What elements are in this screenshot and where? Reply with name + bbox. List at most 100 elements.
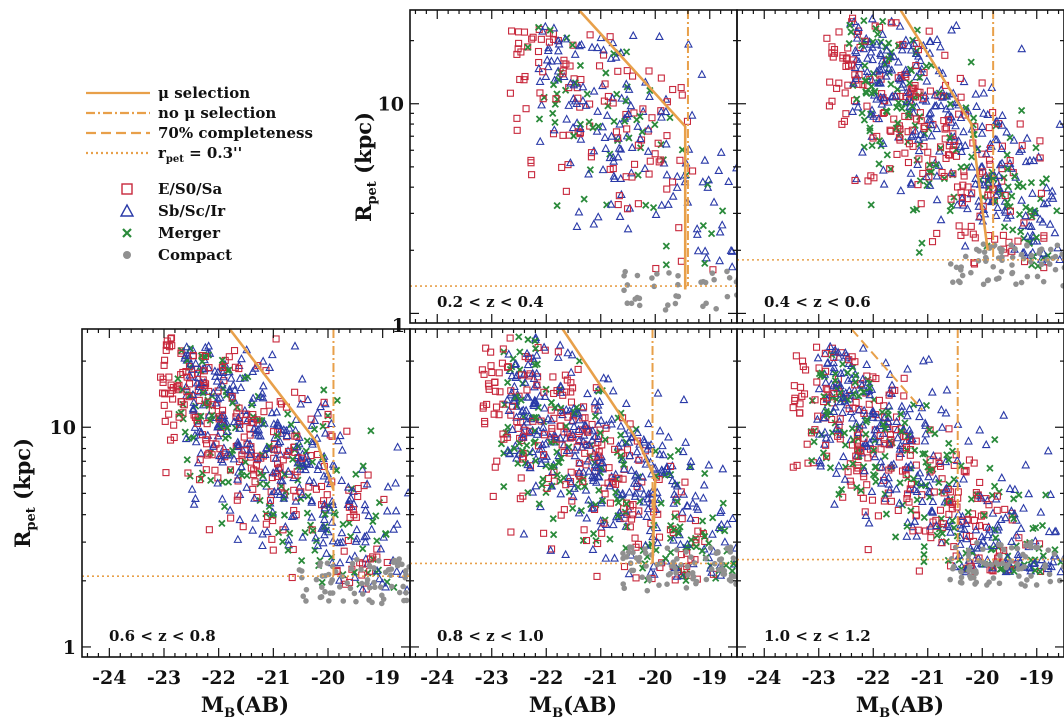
point-sb-sc-ir [672,182,682,191]
point-sb-sc-ir [307,495,317,505]
point-compact [347,585,354,592]
point-sb-sc-ir [942,520,952,529]
point-e-s0-sa [288,573,296,582]
point-merger [948,447,957,455]
point-sb-sc-ir [273,438,283,447]
point-sb-sc-ir [592,42,602,52]
point-sb-sc-ir [921,429,931,438]
point-sb-sc-ir [716,147,726,156]
point-compact [678,562,684,568]
point-e-s0-sa [189,351,197,359]
point-e-s0-sa [218,406,227,414]
point-sb-sc-ir [728,513,737,523]
point-e-s0-sa [343,427,351,435]
point-sb-sc-ir [836,368,846,377]
point-sb-sc-ir [1019,503,1028,512]
point-sb-sc-ir [230,385,240,394]
point-sb-sc-ir [616,173,626,183]
point-sb-sc-ir [188,389,198,399]
point-sb-sc-ir [842,400,852,409]
point-merger [218,356,226,364]
point-sb-sc-ir [898,40,908,50]
point-e-s0-sa [308,526,316,534]
point-compact [965,547,972,554]
point-sb-sc-ir [881,71,891,80]
point-e-s0-sa [614,67,622,75]
point-compact [997,552,1003,559]
point-e-s0-sa [587,153,595,161]
point-e-s0-sa [560,506,568,514]
point-merger [224,478,233,486]
point-sb-sc-ir [192,378,202,387]
point-e-s0-sa [945,116,953,124]
point-compact [1027,539,1034,546]
point-sb-sc-ir [668,191,678,200]
point-e-s0-sa [853,467,861,475]
point-sb-sc-ir [508,424,517,433]
point-compact [664,545,671,551]
point-e-s0-sa [253,493,261,502]
point-e-s0-sa [879,109,887,117]
point-sb-sc-ir [893,57,903,66]
point-e-s0-sa [646,157,654,165]
point-merger [601,436,609,444]
point-e-s0-sa [358,571,366,579]
point-sb-sc-ir [727,246,737,255]
point-e-s0-sa [273,472,282,481]
point-sb-sc-ir [590,472,600,481]
point-e-s0-sa [366,555,375,563]
point-sb-sc-ir [218,367,228,377]
point-sb-sc-ir [942,91,952,100]
point-sb-sc-ir [639,497,649,506]
point-e-s0-sa [657,74,665,82]
point-e-s0-sa [200,367,208,375]
point-sb-sc-ir [1005,210,1015,219]
point-merger [661,554,670,563]
point-sb-sc-ir [820,427,830,436]
point-compact [712,560,718,567]
point-e-s0-sa [971,234,979,242]
point-merger [851,378,859,387]
point-merger [909,36,917,44]
point-compact [662,307,669,313]
point-compact [703,555,709,562]
point-sb-sc-ir [611,52,621,61]
point-e-s0-sa [533,381,541,389]
point-merger [879,420,887,429]
legend-line-dashdot: no μ selection [86,104,276,122]
point-sb-sc-ir [574,467,584,476]
point-e-s0-sa [926,426,934,434]
point-sb-sc-ir [718,464,728,473]
point-merger [287,420,295,429]
point-e-s0-sa [993,506,1001,514]
point-compact [980,241,987,247]
point-compact [340,598,347,604]
point-e-s0-sa [493,457,501,465]
point-sb-sc-ir [258,540,267,550]
point-merger [1015,210,1024,219]
point-sb-sc-ir [590,397,600,406]
point-sb-sc-ir [319,514,329,523]
point-sb-sc-ir [200,342,210,351]
point-sb-sc-ir [188,403,198,412]
point-e-s0-sa [279,456,287,464]
point-compact [673,570,679,576]
point-sb-sc-ir [994,170,1004,180]
point-sb-sc-ir [392,566,402,575]
point-sb-sc-ir [267,408,277,417]
point-compact [981,249,988,255]
point-e-s0-sa [793,461,801,469]
point-sb-sc-ir [588,544,598,553]
point-compact [1056,577,1063,584]
point-e-s0-sa [628,515,636,523]
point-sb-sc-ir [294,482,304,491]
point-e-s0-sa [912,511,921,519]
point-e-s0-sa [582,461,590,469]
point-merger [622,48,631,56]
point-e-s0-sa [529,33,537,41]
point-sb-sc-ir [1044,526,1054,536]
x-tick-label: -19 [366,667,400,689]
point-merger [918,239,926,247]
point-sb-sc-ir [538,26,548,35]
point-sb-sc-ir [273,418,283,427]
